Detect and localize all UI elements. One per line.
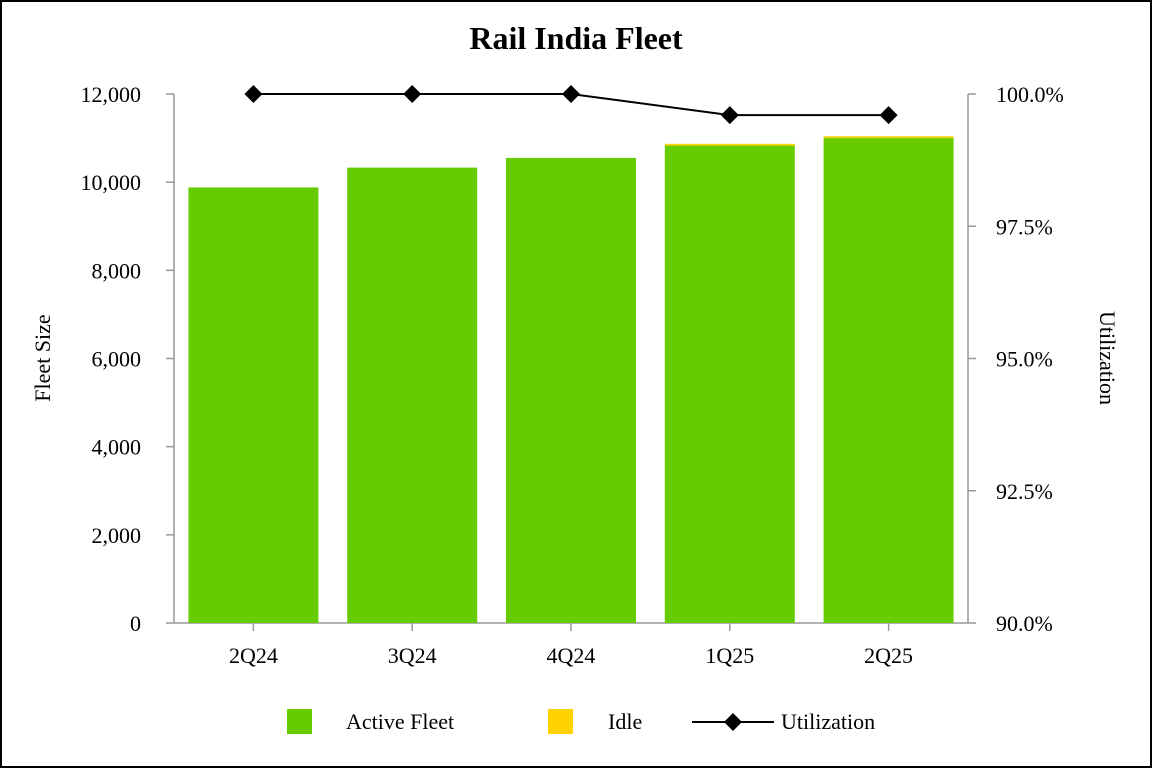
y-tick-label: 6,000 — [92, 347, 142, 372]
x-tick-label-2q24: 2Q24 — [229, 643, 278, 668]
bar-idle-2q25 — [823, 136, 954, 139]
bar-active-fleet-2q24 — [188, 187, 319, 623]
bars — [188, 136, 954, 624]
y2-tick-label: 90.0% — [996, 611, 1053, 636]
bar-idle-1q25 — [664, 143, 795, 146]
y-tick-label: 8,000 — [92, 258, 142, 283]
x-tick-label-1q25: 1Q25 — [705, 643, 754, 668]
y2-axis-title: Utilization — [1095, 311, 1120, 405]
utilization-point-3q24 — [403, 85, 422, 103]
x-tick-label-2q25: 2Q25 — [864, 643, 913, 668]
bar-active-fleet-1q25 — [664, 145, 795, 623]
x-axis-ticks: 2Q24 3Q24 4Q24 1Q25 2Q25 — [229, 623, 913, 668]
y2-tick-label: 95.0% — [996, 347, 1053, 372]
y-axis-title: Fleet Size — [30, 314, 55, 401]
y2-axis-ticks: 90.0% 92.5% 95.0% 97.5% 100.0% — [968, 82, 1064, 636]
legend-label-utilization: Utilization — [781, 709, 875, 734]
chart-title: Rail India Fleet — [469, 20, 683, 56]
y-tick-label: 2,000 — [92, 523, 142, 548]
legend-marker-utilization — [724, 713, 742, 731]
legend: Active Fleet Idle Utilization — [287, 709, 875, 734]
bar-active-fleet-4q24 — [506, 157, 636, 623]
y-tick-label: 4,000 — [92, 435, 142, 460]
x-tick-label-3q24: 3Q24 — [388, 643, 437, 668]
bar-active-fleet-3q24 — [347, 167, 478, 623]
y2-tick-label: 100.0% — [996, 82, 1064, 107]
legend-label-active-fleet: Active Fleet — [346, 709, 454, 734]
legend-swatch-active-fleet — [287, 709, 312, 734]
legend-label-idle: Idle — [608, 709, 642, 734]
legend-swatch-idle — [548, 709, 573, 734]
utilization-point-1q25 — [720, 106, 739, 125]
utilization-point-4q24 — [562, 85, 580, 103]
bar-active-fleet-2q25 — [823, 138, 954, 624]
utilization-point-2q25 — [879, 106, 898, 125]
y-tick-label: 0 — [130, 611, 141, 636]
y2-tick-label: 92.5% — [996, 479, 1053, 504]
y-tick-label: 12,000 — [81, 82, 142, 107]
x-tick-label-4q24: 4Q24 — [547, 643, 596, 668]
y-tick-label: 10,000 — [81, 170, 142, 195]
utilization-point-2q24 — [244, 85, 263, 103]
y-axis-ticks: 0 2,000 4,000 6,000 8,000 10,000 12,000 — [81, 82, 174, 636]
y2-tick-label: 97.5% — [996, 214, 1053, 239]
utilization-series — [244, 85, 898, 125]
